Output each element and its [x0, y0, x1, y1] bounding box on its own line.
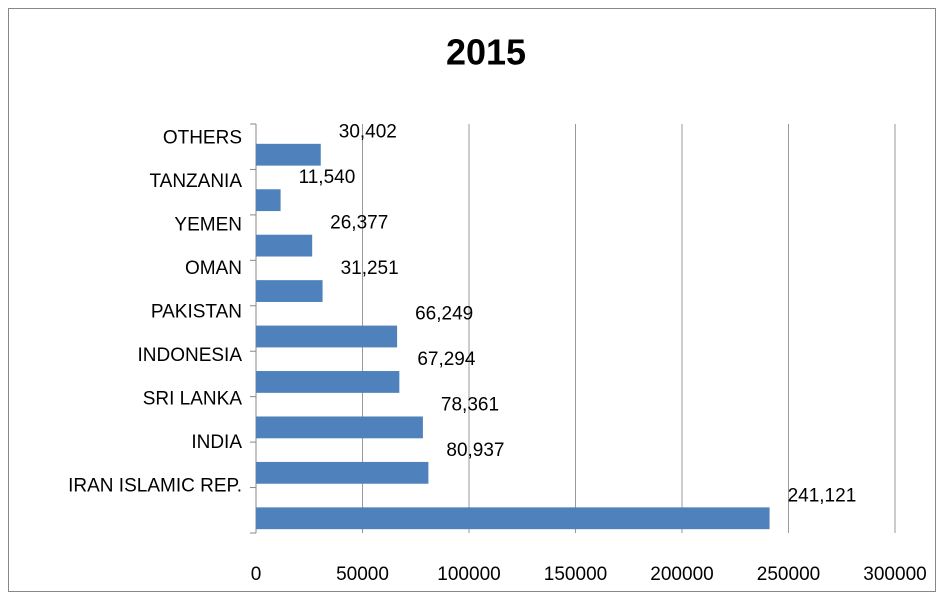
y-tick-label: SRI LANKA [143, 388, 243, 409]
y-tick-label: IRAN ISLAMIC REP. [68, 475, 242, 496]
bar [256, 461, 429, 484]
y-tick-label: TANZANIA [149, 171, 242, 192]
bar [256, 189, 281, 212]
x-tick-label: 300000 [863, 564, 926, 585]
data-label: 241,121 [788, 485, 857, 506]
chart-title: 2015 [446, 32, 526, 73]
bar [256, 507, 770, 530]
data-label: 66,249 [415, 304, 473, 325]
y-tick-label: OTHERS [163, 128, 242, 149]
data-label: 78,361 [441, 394, 499, 415]
x-tick-label: 200000 [650, 564, 713, 585]
x-tick-label: 0 [251, 564, 262, 585]
x-tick-label: 250000 [757, 564, 820, 585]
data-label: 26,377 [330, 213, 388, 234]
chart-border [8, 8, 936, 592]
data-label: 31,251 [341, 258, 399, 279]
bar [256, 325, 398, 348]
y-tick-label: YEMEN [174, 215, 242, 236]
data-label: 30,402 [339, 122, 397, 143]
y-tick-label: INDONESIA [137, 345, 242, 366]
bar [256, 416, 423, 439]
bar [256, 371, 400, 393]
y-tick-label: INDIA [191, 432, 242, 453]
data-label: 80,937 [446, 440, 504, 461]
data-label: 11,540 [299, 167, 356, 188]
x-tick-label: 100000 [437, 564, 500, 585]
y-tick-label: PAKISTAN [151, 302, 242, 323]
bar [256, 234, 313, 257]
bar [256, 143, 321, 166]
data-label: 67,294 [417, 349, 476, 370]
bar [256, 280, 323, 302]
x-tick-label: 50000 [336, 564, 389, 585]
x-tick-label: 150000 [544, 564, 607, 585]
y-tick-label: OMAN [185, 258, 242, 279]
